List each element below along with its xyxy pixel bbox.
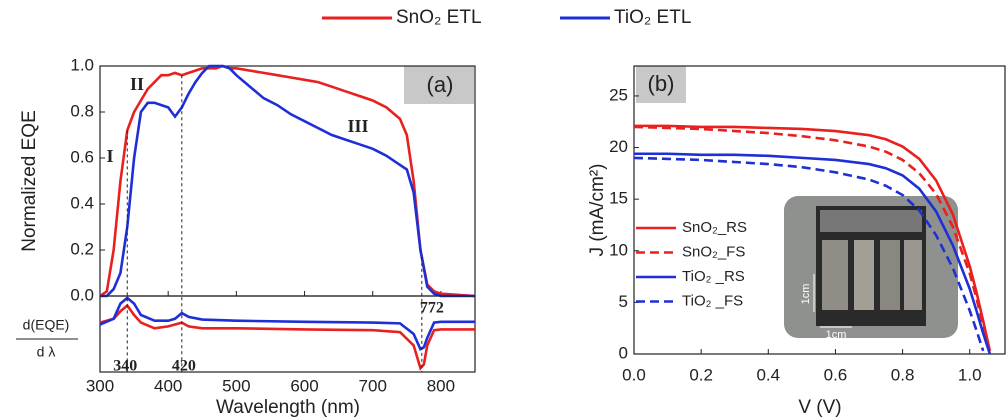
x-tick-label: 0.2 bbox=[689, 365, 713, 384]
legend-label: TiO₂ ETL bbox=[614, 7, 691, 28]
x-tick-label: 0.0 bbox=[622, 365, 646, 384]
y-tick-label: 0.4 bbox=[70, 193, 94, 212]
x-tick-label: 1.0 bbox=[958, 365, 982, 384]
series-line bbox=[634, 152, 992, 355]
annotation: I bbox=[106, 146, 113, 166]
y-tick-label: 5 bbox=[619, 292, 628, 311]
legend-label: SnO₂_RS bbox=[682, 219, 747, 236]
series-line bbox=[99, 64, 476, 298]
y-tick-label: 0.8 bbox=[70, 101, 94, 120]
y-tick-label: 20 bbox=[609, 137, 628, 156]
series-line bbox=[100, 64, 475, 298]
y-tick-label: 1.0 bbox=[70, 55, 94, 74]
panel-label: (a) bbox=[427, 72, 454, 97]
panel-label-box bbox=[404, 66, 474, 104]
plot-frame bbox=[633, 65, 1006, 355]
x-tick-label: 0.6 bbox=[824, 365, 848, 384]
x-tick-label: 300 bbox=[86, 376, 114, 395]
y-tick-label: 25 bbox=[609, 85, 628, 104]
x-tick-label: 500 bbox=[222, 376, 250, 395]
marker-label: 420 bbox=[172, 358, 196, 375]
legend-label: TiO₂ _RS bbox=[682, 268, 745, 285]
y-tick-label: 0 bbox=[619, 343, 628, 362]
x-tick-label: 0.4 bbox=[756, 365, 780, 384]
y-axis-label: J (mA/cm²) bbox=[587, 164, 608, 257]
y-axis-label: d(EQE) bbox=[23, 317, 70, 333]
inset-label: 1cm bbox=[826, 329, 847, 341]
x-tick-label: 400 bbox=[154, 376, 182, 395]
y-tick-label: 0.2 bbox=[70, 239, 94, 258]
y-axis-label: d λ bbox=[37, 344, 56, 360]
y-tick-label: 0.6 bbox=[70, 147, 94, 166]
y-axis-label: Normalized EQE bbox=[19, 110, 40, 252]
marker-label: 772 bbox=[420, 300, 444, 317]
legend-label: TiO₂ _FS bbox=[682, 292, 743, 309]
marker-label: 340 bbox=[113, 358, 137, 375]
inset-photo bbox=[784, 196, 958, 338]
y-tick-label: 15 bbox=[609, 189, 628, 208]
x-tick-label: 0.8 bbox=[891, 365, 915, 384]
series-line bbox=[634, 124, 992, 352]
y-tick-label: 0.0 bbox=[70, 285, 94, 304]
y-tick-label: 10 bbox=[609, 240, 628, 259]
panel-label-box bbox=[636, 66, 686, 103]
x-tick-label: 600 bbox=[290, 376, 318, 395]
series-line bbox=[99, 296, 475, 352]
series-line bbox=[99, 303, 475, 371]
annotation: II bbox=[130, 74, 144, 94]
x-tick-label: 800 bbox=[427, 376, 455, 395]
plot-frame bbox=[99, 295, 476, 373]
series-line bbox=[633, 156, 985, 352]
annotation: III bbox=[347, 116, 368, 136]
x-tick-label: 700 bbox=[359, 376, 387, 395]
x-axis-label: Wavelength (nm) bbox=[216, 397, 360, 418]
x-axis-label: V (V) bbox=[798, 397, 841, 418]
legend-label: SnO₂ ETL bbox=[396, 7, 482, 28]
series-line bbox=[633, 125, 992, 355]
inset-label: 1cm bbox=[800, 284, 812, 305]
panel-label: (b) bbox=[648, 71, 675, 96]
legend-label: SnO₂_FS bbox=[682, 243, 745, 260]
